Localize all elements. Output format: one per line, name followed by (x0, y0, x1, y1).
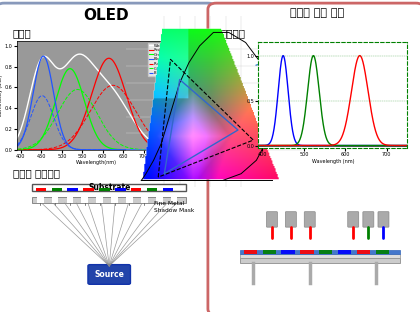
Text: Source: Source (94, 270, 124, 279)
Bar (83, 188, 94, 191)
Bar (141, 197, 148, 203)
FancyBboxPatch shape (0, 3, 216, 312)
Bar (147, 188, 158, 191)
Bar (131, 188, 142, 191)
Bar (156, 197, 163, 203)
FancyBboxPatch shape (266, 212, 278, 227)
FancyBboxPatch shape (285, 212, 297, 227)
Bar (32, 184, 186, 191)
Bar (99, 188, 110, 191)
Bar (36, 188, 46, 191)
Bar (244, 250, 257, 253)
Text: 색순도: 색순도 (13, 28, 32, 38)
Bar (66, 197, 73, 203)
X-axis label: Wavelength(nm): Wavelength(nm) (76, 160, 117, 165)
FancyBboxPatch shape (348, 212, 359, 227)
Bar (357, 250, 370, 253)
FancyBboxPatch shape (363, 212, 374, 227)
Bar (240, 253, 401, 258)
Bar (126, 197, 133, 203)
Bar (163, 188, 173, 191)
Bar (240, 250, 401, 253)
X-axis label: Wavelength (nm): Wavelength (nm) (312, 159, 354, 164)
Bar (96, 197, 103, 203)
Bar (376, 250, 389, 253)
Text: 저비용 용액공정: 저비용 용액공정 (220, 168, 268, 178)
Bar (32, 197, 186, 203)
Y-axis label: Luminosity (a.u.): Luminosity (a.u.) (0, 75, 3, 116)
Text: 고비용 진공증착: 고비용 진공증착 (13, 168, 60, 178)
Bar (68, 188, 78, 191)
Bar (115, 188, 126, 191)
Bar (81, 197, 88, 203)
Text: OLED: OLED (84, 8, 129, 23)
FancyBboxPatch shape (304, 212, 315, 227)
FancyBboxPatch shape (88, 265, 131, 284)
Text: 고색순도: 고색순도 (220, 28, 246, 38)
Bar (37, 197, 44, 203)
Text: Substrate: Substrate (88, 183, 130, 192)
Legend: White, Red, Green, Blue, Red CIE, Green CIE, Blue CIE: White, Red, Green, Blue, Red CIE, Green … (147, 42, 174, 76)
Bar (171, 197, 177, 203)
Text: 양자점 기반 소재: 양자점 기반 소재 (290, 8, 344, 18)
Text: Fine Metal
Shadow Mask: Fine Metal Shadow Mask (154, 201, 194, 212)
Bar (281, 250, 295, 253)
FancyBboxPatch shape (378, 212, 389, 227)
FancyBboxPatch shape (208, 3, 420, 312)
Bar (262, 250, 276, 253)
Bar (300, 250, 314, 253)
Bar (52, 197, 58, 203)
Bar (319, 250, 333, 253)
Bar (52, 188, 62, 191)
Bar (240, 258, 401, 263)
Bar (338, 250, 352, 253)
Bar (111, 197, 118, 203)
